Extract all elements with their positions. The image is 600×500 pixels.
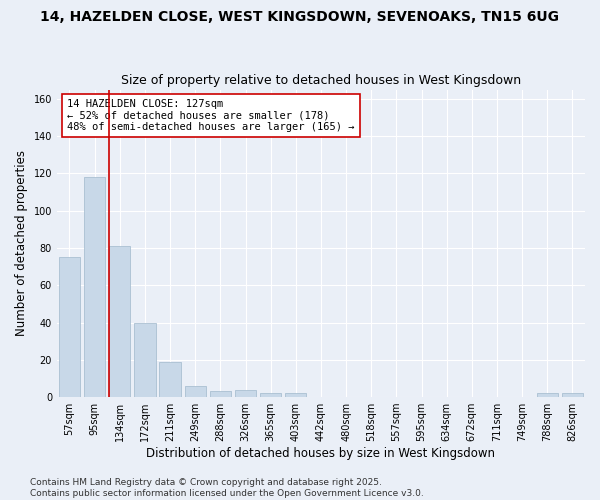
Bar <box>536 394 558 397</box>
Bar <box>134 322 155 397</box>
Text: 14 HAZELDEN CLOSE: 127sqm
← 52% of detached houses are smaller (178)
48% of semi: 14 HAZELDEN CLOSE: 127sqm ← 52% of detac… <box>67 99 355 132</box>
X-axis label: Distribution of detached houses by size in West Kingsdown: Distribution of detached houses by size … <box>146 447 496 460</box>
Title: Size of property relative to detached houses in West Kingsdown: Size of property relative to detached ho… <box>121 74 521 87</box>
Bar <box>185 386 206 397</box>
Text: 14, HAZELDEN CLOSE, WEST KINGSDOWN, SEVENOAKS, TN15 6UG: 14, HAZELDEN CLOSE, WEST KINGSDOWN, SEVE… <box>41 10 560 24</box>
Bar <box>59 258 80 397</box>
Bar <box>160 362 181 397</box>
Bar <box>285 394 307 397</box>
Bar <box>84 177 106 397</box>
Bar <box>109 246 130 397</box>
Bar <box>562 394 583 397</box>
Bar <box>235 390 256 397</box>
Bar <box>209 392 231 397</box>
Bar <box>260 394 281 397</box>
Y-axis label: Number of detached properties: Number of detached properties <box>15 150 28 336</box>
Text: Contains HM Land Registry data © Crown copyright and database right 2025.
Contai: Contains HM Land Registry data © Crown c… <box>30 478 424 498</box>
